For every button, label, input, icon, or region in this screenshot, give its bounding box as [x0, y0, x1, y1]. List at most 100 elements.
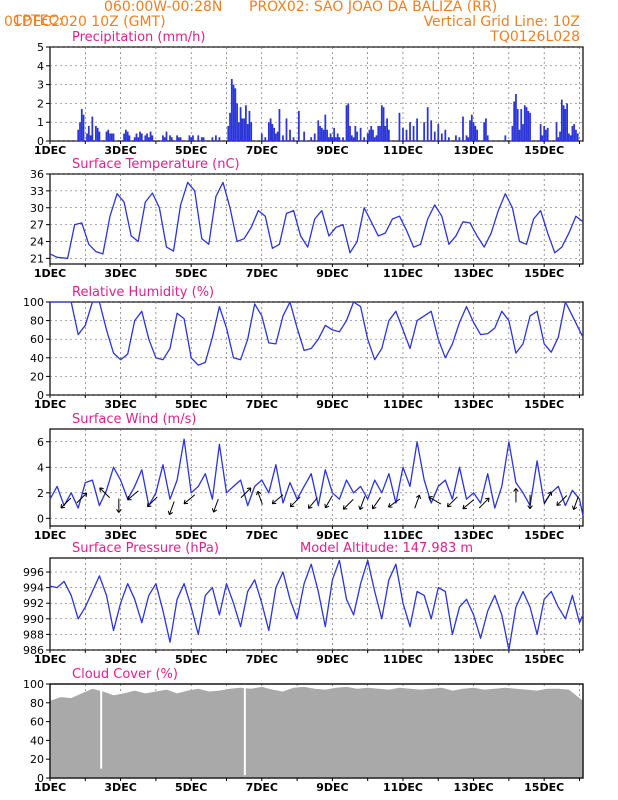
x-tick-label: 1DEC — [34, 781, 66, 794]
precip-bar — [349, 125, 351, 141]
precip-bar — [423, 122, 426, 141]
precip-bar — [352, 137, 355, 141]
x-tick-label: 11DEC — [383, 398, 423, 411]
y-tick-label: 992 — [23, 597, 44, 610]
cloud-cover-gap — [243, 684, 246, 776]
precip-bar — [169, 135, 171, 141]
precip-bar — [264, 137, 267, 141]
precip-bar — [520, 109, 523, 141]
precip-bar — [107, 129, 110, 141]
wind-arrow-shaft — [257, 491, 263, 505]
wind-arrow-shaft — [308, 497, 318, 509]
header-date: 01DEC2020 10Z (GMT) — [4, 14, 166, 30]
precip-bar — [455, 135, 457, 141]
wind-arrow-head — [82, 492, 88, 498]
precip-bar — [109, 133, 111, 141]
precip-bar — [380, 105, 383, 141]
precip-bar — [137, 137, 140, 141]
series-line-rh — [50, 301, 584, 366]
wind-arrow-shaft — [342, 498, 354, 510]
precip-bar — [232, 84, 235, 141]
panel-frame — [49, 46, 584, 142]
wind-arrow-shaft — [99, 487, 111, 499]
wind-arrow-head — [116, 509, 122, 513]
y-tick-label: 2 — [37, 97, 44, 110]
x-tick-label: 3DEC — [104, 267, 136, 280]
precip-bar — [211, 137, 214, 141]
precip-bar — [303, 131, 306, 141]
y-tick-label: 996 — [23, 566, 44, 579]
panel-title: Surface Pressure (hPa) — [72, 541, 219, 556]
wind-arrow-head — [211, 508, 218, 513]
precip-bar — [278, 109, 281, 141]
precip-bar — [135, 133, 138, 141]
precip-bar — [409, 122, 411, 141]
precip-bar — [188, 135, 191, 141]
x-tick-label: 9DEC — [316, 144, 348, 157]
precip-bar — [440, 133, 443, 141]
panel-cloud: 0 20 40 60 80 100 1DEC 3DEC 5DEC 7DEC 9DEC 11DEC 13D… — [23, 667, 584, 794]
x-tick-label: 5DEC — [175, 267, 207, 280]
precip-bar — [202, 137, 205, 141]
x-tick-label: 13DEC — [454, 398, 494, 411]
y-tick-label: 1 — [37, 116, 44, 129]
precip-bar — [545, 129, 547, 141]
precip-bar — [218, 137, 221, 141]
precip-bar — [165, 131, 168, 141]
wind-arrow-shaft — [271, 494, 284, 505]
y-tick-label: 24 — [30, 236, 44, 249]
y-tick-label: 3 — [37, 79, 44, 92]
x-tick-label: 1DEC — [34, 653, 66, 666]
precip-bar — [326, 129, 328, 141]
y-tick-label: 994 — [23, 582, 44, 595]
precip-bar — [234, 88, 237, 141]
panel-title: Relative Humidity (%) — [72, 285, 214, 300]
precip-bar — [516, 109, 519, 141]
precip-bar — [541, 135, 544, 141]
y-tick-label: 0 — [37, 389, 44, 402]
precip-bar — [402, 127, 404, 141]
precip-bar — [472, 122, 475, 141]
precip-bar — [292, 137, 295, 141]
panel-frame — [49, 173, 584, 265]
y-tick-label: 988 — [23, 628, 44, 641]
wind-arrow-shaft — [213, 498, 219, 513]
wind-arrow-shaft — [372, 497, 381, 510]
x-tick-label: 7DEC — [246, 653, 278, 666]
precip-bar — [368, 129, 371, 141]
wind-arrow-shaft — [240, 487, 252, 499]
precip-bar — [405, 129, 408, 141]
precip-bar — [335, 137, 337, 141]
wind-arrow-head — [271, 499, 277, 505]
precip-bar — [465, 135, 468, 141]
precip-bar — [260, 133, 263, 141]
precip-bar — [250, 122, 253, 141]
x-tick-label: 5DEC — [175, 781, 207, 794]
y-tick-label: 36 — [30, 168, 44, 181]
header-coords: 060:00W-00:28N — [104, 0, 223, 15]
precip-bar — [237, 122, 240, 141]
precip-bar — [170, 137, 173, 141]
precip-bar — [575, 129, 577, 141]
wind-arrow-head — [246, 487, 252, 492]
wind-arrow-head — [371, 504, 377, 510]
precip-bar — [513, 101, 516, 141]
precip-bar — [317, 120, 320, 141]
x-tick-label: 9DEC — [316, 529, 348, 542]
wind-arrow-shaft — [478, 497, 490, 509]
panel-frame-top — [49, 683, 584, 779]
wind-arrow-head — [556, 501, 561, 506]
wind-arrow-head — [342, 505, 348, 510]
wind-arrow-head — [428, 496, 433, 501]
precip-bar — [474, 125, 477, 141]
precip-bar — [522, 124, 524, 141]
panel-title: Surface Temperature (nC) — [72, 157, 240, 172]
precip-bar — [469, 120, 471, 141]
precip-bar — [139, 131, 141, 141]
wind-arrow-head — [256, 490, 262, 496]
precip-bar — [366, 133, 369, 141]
x-tick-label: 5DEC — [175, 529, 207, 542]
y-tick-label: 20 — [30, 370, 44, 383]
precip-bar — [96, 127, 99, 141]
wind-arrow-shaft — [556, 495, 568, 506]
